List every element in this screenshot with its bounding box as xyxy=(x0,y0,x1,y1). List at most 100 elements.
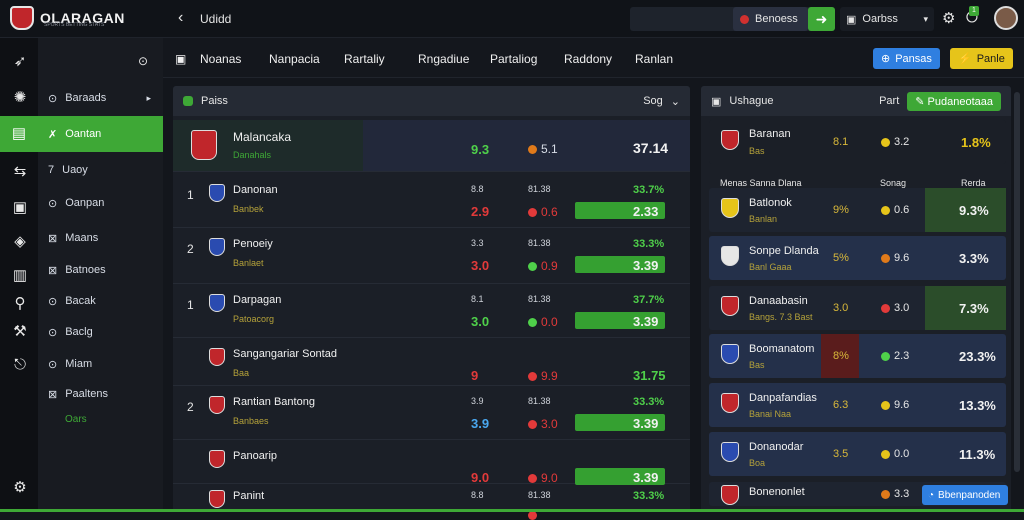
match-row[interactable]: 2 Rantian Bantong Banbaes 3.9 81.38 3.9 … xyxy=(173,386,690,440)
standing-row[interactable]: Boomanatom Bas 8% 2.3 23.3% xyxy=(709,334,1006,378)
tab-1[interactable]: Nanpacia xyxy=(269,52,320,66)
odd-dot-value[interactable]: 9.0 xyxy=(528,471,558,485)
bottom-action-button[interactable]: ◔ Bbenpanoden xyxy=(922,485,1008,505)
odd-value[interactable]: 3.0 xyxy=(471,258,490,273)
tab-5[interactable]: Raddony xyxy=(564,52,613,66)
odd-dot-value[interactable] xyxy=(528,511,541,520)
standing-row[interactable]: Sonpe Dlanda Banl Gaaa 5% 9.6 3.3% xyxy=(709,236,1006,280)
sidebar-item-0[interactable]: ⊙ Baraads ▸ xyxy=(38,80,163,116)
hammer-icon[interactable]: ⚒ xyxy=(13,323,27,340)
stat-small-1: 3.9 xyxy=(471,396,484,406)
sidebar-item-8[interactable]: ⊙ Miam xyxy=(38,346,163,382)
footer-accent-line xyxy=(0,509,1024,512)
team-name: Bonenonlet xyxy=(749,486,805,498)
featured-match-row[interactable]: Malancaka Danahals 9.3 5.1 37.14 xyxy=(173,120,690,172)
odd-dot-value[interactable]: 9.9 xyxy=(528,369,558,383)
settings-icon[interactable]: ⚙ xyxy=(13,479,27,496)
team-crest-icon xyxy=(209,396,225,414)
odd-dot-value[interactable]: 0.0 xyxy=(528,315,558,329)
team-name: Panoarip xyxy=(233,450,278,462)
tab-4[interactable]: Partaliog xyxy=(490,52,538,66)
sidebar-sub-label[interactable]: Oars xyxy=(65,414,87,425)
sidebar-item-3[interactable]: ⊙ Oanpan xyxy=(38,185,163,221)
tab-0[interactable]: Noanas xyxy=(200,52,242,66)
grid-icon[interactable]: ▣ xyxy=(175,52,187,66)
standing-row[interactable]: Batlonok Banlan 9% 0.6 9.3% xyxy=(709,188,1006,232)
settings-gear-icon[interactable]: ⚙ xyxy=(942,10,956,27)
box-icon[interactable]: ◈ xyxy=(14,233,26,250)
user-avatar[interactable] xyxy=(994,6,1018,30)
match-rank: 1 xyxy=(187,298,194,312)
percentage-value: 23.3% xyxy=(959,349,996,364)
match-row[interactable]: Panoarip 9.0 9.0 3.39 xyxy=(173,440,690,485)
gear-icon[interactable]: ✺ xyxy=(13,89,27,106)
odd-value[interactable]: 3.0 xyxy=(471,314,490,329)
yellow-button-label: Panle xyxy=(976,52,1005,65)
odd-dot-value[interactable]: 5.1 xyxy=(528,142,558,156)
sidebar-item-7[interactable]: ⊙ Baclg xyxy=(38,314,163,350)
stat-small-1: 8.8 xyxy=(471,490,484,500)
back-arrow-icon[interactable]: ‹ xyxy=(178,9,184,26)
match-row[interactable]: 2 Penoeiy Banlaet 3.3 81.38 3.0 0.9 33.3… xyxy=(173,228,690,284)
chevron-down-icon[interactable]: ⌄ xyxy=(670,95,680,108)
edit-icon: ✎ xyxy=(915,95,928,108)
coin-value: 9.6 xyxy=(881,399,909,411)
standing-row[interactable]: Donanodar Boa 3.5 0.0 11.3% xyxy=(709,432,1006,476)
tab-3[interactable]: Rngadiue xyxy=(418,52,470,66)
sidebar-item-4[interactable]: ⊠ Maans xyxy=(38,220,163,256)
team-name: Donanodar xyxy=(749,441,804,453)
tab-6[interactable]: Ranlan xyxy=(635,52,674,66)
odd-value[interactable]: 9 xyxy=(471,368,479,383)
scrollbar[interactable] xyxy=(1014,92,1020,472)
sort-label[interactable]: Sog xyxy=(643,95,663,107)
match-row[interactable]: 1 Darpagan Patoacorg 8.1 81.38 3.0 0.0 3… xyxy=(173,284,690,338)
blue-action-button[interactable]: ⊕ Pansas xyxy=(873,48,940,69)
right-panel-action-button[interactable]: ✎ Pudaneotaaa xyxy=(907,91,1001,111)
list-icon[interactable]: ▤ xyxy=(0,116,38,152)
sidebar-item-9[interactable]: ⊠ Paaltens xyxy=(38,376,163,412)
sidebar-item-1[interactable]: ✗ Oantan xyxy=(38,116,163,152)
odd-dot-value[interactable]: 0.9 xyxy=(528,259,558,273)
highlight-cell xyxy=(925,188,1006,232)
odd-dot-value[interactable]: 0.6 xyxy=(528,205,558,219)
team-name: Danpafandias xyxy=(749,392,817,404)
sidebar-item-2[interactable]: 7 Uaoy xyxy=(38,152,163,188)
coin-value: 3.3 xyxy=(881,488,909,500)
percentage: 33.3% xyxy=(633,396,665,408)
calendar-icon[interactable]: ▣ xyxy=(12,199,28,216)
match-row[interactable]: 1 Danonan Banbek 8.8 81.38 2.9 0.6 33.7%… xyxy=(173,174,690,228)
sidebar-item-label: Paaltens xyxy=(65,388,109,400)
exit-icon[interactable]: ⎋ xyxy=(14,356,26,373)
standing-row[interactable]: Danaabasin Bangs. 7.3 Bast 3.0 3.0 7.3% xyxy=(709,286,1006,330)
wallet-dropdown[interactable]: ▣ Oarbss ▾ xyxy=(840,7,934,31)
team-name: Darpagan xyxy=(233,294,282,306)
book-icon[interactable]: ▥ xyxy=(12,267,28,284)
standing-top-row[interactable]: Baranan Bas 8.1 3.2 1.8% xyxy=(709,120,1006,164)
pin-icon[interactable]: ⚲ xyxy=(14,295,26,312)
notification-icon[interactable]: ⏻ xyxy=(966,9,978,26)
match-row[interactable]: Sangangariar Sontad Baa 9 9.9 31.75 xyxy=(173,338,690,386)
odd-dot-value[interactable]: 3.0 xyxy=(528,417,558,431)
sidebar-item-6[interactable]: ⊙ Bacak xyxy=(38,283,163,319)
breadcrumb: Udidd xyxy=(200,12,232,26)
match-row[interactable]: Panint 8.8 81.38 33.3% xyxy=(173,484,690,520)
stat-value: 9% xyxy=(833,204,849,216)
tab-2[interactable]: Rartaliy xyxy=(344,52,385,66)
app-logo[interactable]: OLARAGAN xyxy=(10,6,125,30)
status-dot-icon xyxy=(528,144,537,154)
odd-value[interactable]: 3.9 xyxy=(471,416,490,431)
team-name: Penoeiy xyxy=(233,238,273,250)
odd-value[interactable]: 9.0 xyxy=(471,470,490,485)
search-go-button[interactable]: ➜ xyxy=(808,7,835,31)
sidebar-item-5[interactable]: ⊠ Batnoes xyxy=(38,252,163,288)
sidebar-item-label: Maans xyxy=(65,232,99,244)
odd-value[interactable]: 2.9 xyxy=(471,204,490,219)
search-filter-chip[interactable]: Benoess xyxy=(733,7,808,31)
rocket-icon[interactable]: ➶ xyxy=(13,53,27,70)
yellow-action-button[interactable]: ⚡ Panle xyxy=(950,48,1013,69)
standing-row[interactable]: Danpafandias Banai Naa 6.3 9.6 13.3% xyxy=(709,383,1006,427)
sidebar-toggle-icon[interactable]: ⊙ xyxy=(138,54,149,68)
right-panel-filter[interactable]: Part xyxy=(879,95,900,107)
odd-value[interactable]: 9.3 xyxy=(471,142,490,157)
whistle-icon[interactable]: ⇆ xyxy=(13,163,27,180)
